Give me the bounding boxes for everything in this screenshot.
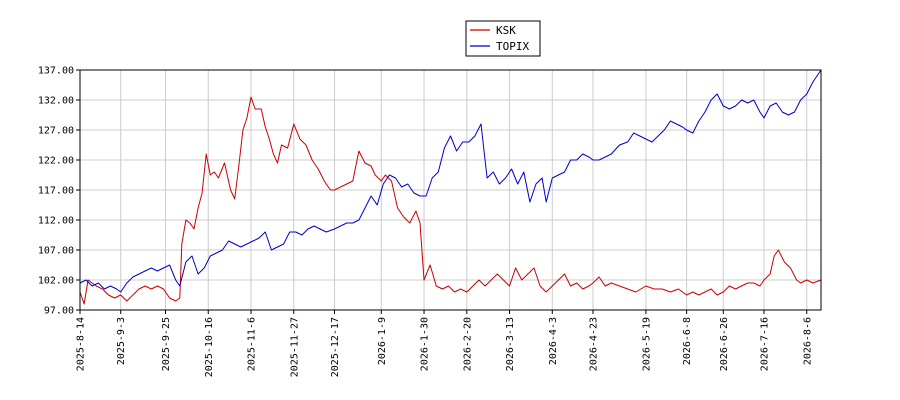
x-tick-label: 2026-3-13: [505, 317, 516, 371]
y-tick-label: 107.00: [38, 246, 74, 257]
y-axis-ticks: 97.00 102.00 107.00 112.00 117.00 122.00 127.0…: [38, 66, 80, 317]
x-tick-label: 2026-1-9: [377, 317, 388, 365]
x-tick-label: 2026-7-16: [760, 317, 771, 371]
x-tick-label: 2025-9-25: [161, 317, 172, 371]
x-tick-label: 2026-4-3: [548, 317, 559, 365]
grid-lines: [79, 69, 821, 311]
legend: KSK TOPIX: [465, 20, 541, 57]
y-tick-label: 122.00: [38, 156, 74, 167]
y-tick-label: 112.00: [38, 216, 74, 227]
y-tick-label: 102.00: [38, 276, 74, 287]
x-tick-label: 2026-6-8: [682, 317, 693, 365]
x-axis-ticks: 2025-8-14 2025-9-3 2025-9-25 2025-10-16 2025…: [76, 310, 813, 377]
x-tick-label: 2025-10-16: [204, 317, 215, 377]
x-tick-label: 2026-4-23: [589, 317, 600, 371]
y-tick-label: 97.00: [44, 306, 74, 317]
x-tick-label: 2025-11-6: [247, 317, 258, 371]
x-tick-label: 2026-8-6: [802, 317, 813, 365]
y-tick-label: 132.00: [38, 96, 74, 107]
legend-box: [465, 20, 541, 57]
y-tick-label: 127.00: [38, 126, 74, 137]
legend-label-ksk: KSK: [496, 24, 516, 37]
series-line-topix: [79, 69, 822, 293]
series-line-ksk: [79, 96, 822, 305]
x-tick-label: 2025-12-17: [330, 317, 341, 377]
x-tick-label: 2026-1-30: [420, 317, 431, 371]
y-tick-label: 137.00: [38, 66, 74, 77]
x-tick-label: 2026-6-26: [719, 317, 730, 371]
x-tick-label: 2026-2-20: [462, 317, 473, 371]
x-tick-label: 2025-9-3: [116, 317, 127, 365]
x-tick-label: 2026-5-19: [641, 317, 652, 371]
x-tick-label: 2025-11-27: [289, 317, 300, 377]
series-lines: [79, 69, 822, 305]
legend-label-topix: TOPIX: [496, 40, 529, 53]
x-tick-label: 2025-8-14: [76, 317, 87, 371]
y-tick-label: 117.00: [38, 186, 74, 197]
